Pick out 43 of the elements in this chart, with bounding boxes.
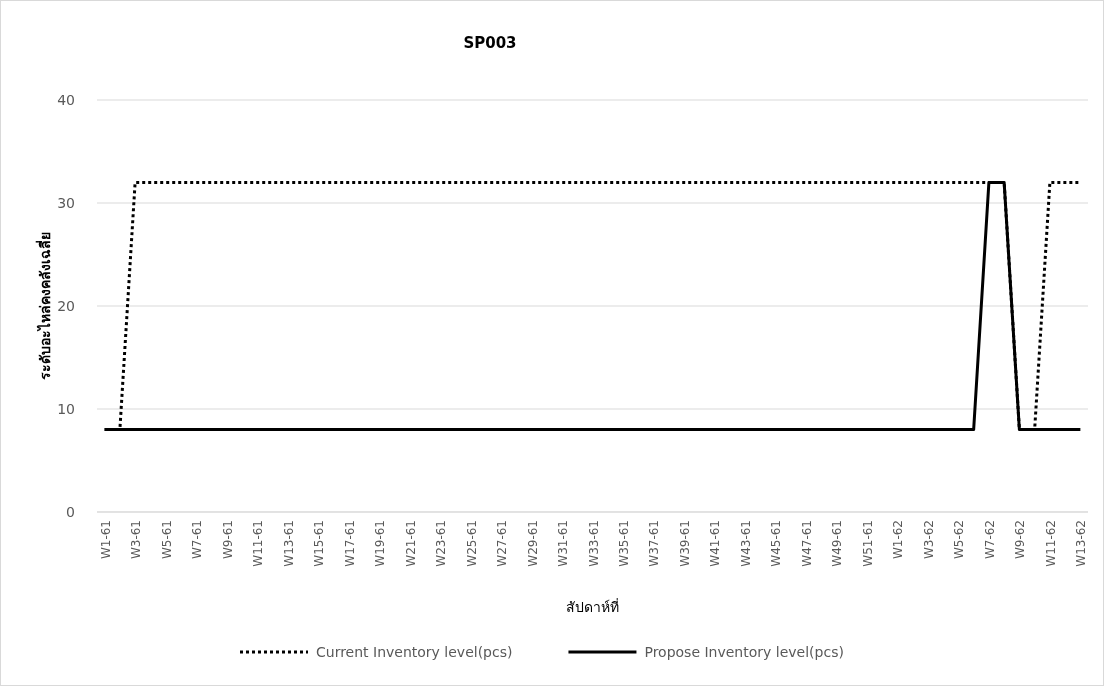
x-tick-label: W7-61 — [190, 520, 205, 560]
x-tick-label: W25-61 — [464, 520, 479, 567]
x-tick-label: W19-61 — [373, 520, 388, 567]
x-tick-label: W51-61 — [860, 520, 875, 567]
x-tick-label: W9-61 — [220, 520, 235, 560]
x-tick-label: W1-62 — [891, 520, 906, 560]
x-tick-label: W7-62 — [982, 520, 997, 560]
x-tick-label: W35-61 — [616, 520, 631, 567]
y-tick-label: 0 — [66, 504, 75, 520]
y-axis-title: ระดับอะไหล่คงคลังเฉลี่ย — [35, 232, 53, 380]
x-tick-label: W3-61 — [129, 520, 144, 560]
x-tick-label: W23-61 — [434, 520, 449, 567]
x-tick-label: W27-61 — [495, 520, 510, 567]
y-tick-label: 20 — [57, 298, 75, 314]
x-tick-label: W11-62 — [1043, 520, 1058, 567]
x-tick-label: W29-61 — [525, 520, 540, 567]
x-tick-label: W41-61 — [708, 520, 723, 567]
y-tick-label: 40 — [57, 92, 75, 108]
x-tick-label: W3-62 — [921, 520, 936, 560]
x-tick-label: W9-62 — [1013, 520, 1028, 560]
x-tick-label: W15-61 — [312, 520, 327, 567]
x-tick-label: W49-61 — [830, 520, 845, 567]
x-tick-label: W11-61 — [251, 520, 266, 567]
x-tick-label: W31-61 — [556, 520, 571, 567]
x-tick-label: W5-61 — [159, 520, 174, 560]
x-axis-title: สัปดาห์ที่ — [566, 598, 619, 615]
x-tick-label: W33-61 — [586, 520, 601, 567]
legend-label: Propose Inventory level(pcs) — [644, 644, 844, 660]
x-tick-label: W17-61 — [342, 520, 357, 567]
y-tick-label: 10 — [57, 401, 75, 417]
x-tick-label: W43-61 — [738, 520, 753, 567]
x-tick-label: W13-62 — [1074, 520, 1089, 567]
x-tick-label: W5-62 — [952, 520, 967, 560]
chart-title: SP003 — [463, 34, 517, 52]
x-tick-label: W21-61 — [403, 520, 418, 567]
x-tick-label: W37-61 — [647, 520, 662, 567]
x-tick-label: W39-61 — [677, 520, 692, 567]
x-tick-label: W45-61 — [769, 520, 784, 567]
x-tick-label: W1-61 — [98, 520, 113, 560]
y-tick-label: 30 — [57, 195, 75, 211]
x-tick-label: W13-61 — [281, 520, 296, 567]
legend-label: Current Inventory level(pcs) — [316, 644, 513, 660]
x-tick-label: W47-61 — [799, 520, 814, 567]
